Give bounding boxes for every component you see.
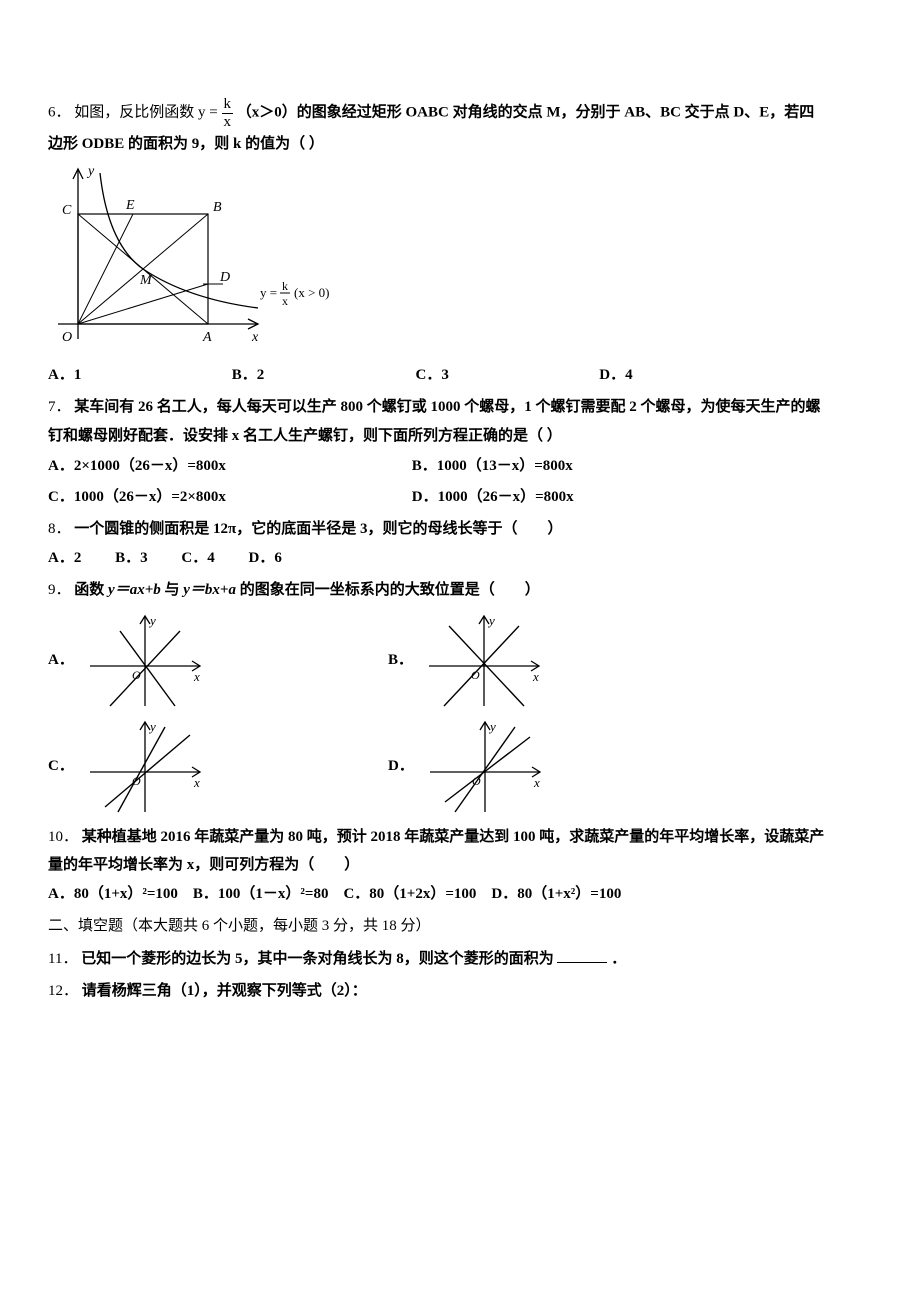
q7-number: 7． (48, 399, 71, 415)
q9-figure-a: y x O (80, 611, 210, 711)
q9: 9． 函数 y＝ax+b 与 y＝bx+a 的图象在同一坐标系内的大致位置是（ … (48, 576, 872, 605)
q11-number: 11． (48, 951, 77, 967)
svg-text:E: E (125, 198, 135, 213)
q8-opt-b: B．3 (115, 550, 148, 566)
q10-line2: 量的年平均增长率为 x，则可列方程为（ ） (48, 851, 872, 880)
q9-figure-d: y x O (420, 717, 550, 817)
q6-number: 6． (48, 104, 71, 120)
q9-figure-c: y x O (80, 717, 210, 817)
q9-eq1a: y＝ax+b (108, 582, 161, 598)
q10-options: A．80（1+x）²=100 B．100（1－x）²=80 C．80（1+2x）… (48, 880, 872, 909)
q7-opt-a: A．2×1000（26－x）=800x (48, 452, 408, 481)
q9-figure-b: y x O (419, 611, 549, 711)
q9-mid: 与 (165, 582, 184, 598)
q6-opt-a: A．1 (48, 361, 228, 390)
q9-label-c: C． (48, 752, 74, 781)
q6-pre: 如图，反比例函数 (74, 104, 194, 120)
svg-text:x: x (533, 775, 540, 790)
q7-opt-b: B．1000（13－x）=800x (412, 452, 772, 481)
q10-line1: 某种植基地 2016 年蔬菜产量为 80 吨，预计 2018 年蔬菜产量达到 1… (82, 829, 825, 845)
q8-number: 8． (48, 521, 71, 537)
q9-label-b: B． (388, 646, 413, 675)
q12-text: 请看杨辉三角（1），并观察下列等式（2）： (82, 983, 367, 999)
q7-line1: 某车间有 26 名工人，每人每天可以生产 800 个螺钉或 1000 个螺母，1… (74, 399, 820, 415)
q7-options-row1: A．2×1000（26－x）=800x B．1000（13－x）=800x (48, 452, 872, 481)
q9-label-d: D． (388, 752, 414, 781)
q9-eq1b: y＝bx+a (183, 582, 236, 598)
svg-text:x: x (193, 669, 200, 684)
svg-text:y: y (487, 613, 495, 628)
q11-blank (557, 947, 607, 963)
q6-post1: （x＞0）的图象经过矩形 OABC 对角线的交点 M，分别于 AB、BC 交于点… (237, 104, 815, 120)
q7-line2: 钉和螺母刚好配套．设安排 x 名工人生产螺钉，则下面所列方程正确的是（ ） (48, 422, 872, 451)
q8-opt-a: A．2 (48, 550, 81, 566)
svg-text:y: y (488, 719, 496, 734)
q6-eq-pre: y = (198, 104, 218, 120)
svg-text:y =: y = (260, 285, 277, 300)
q9-pre: 函数 (74, 582, 108, 598)
q10: 10． 某种植基地 2016 年蔬菜产量为 80 吨，预计 2018 年蔬菜产量… (48, 823, 872, 852)
q6-opt-b: B．2 (232, 361, 412, 390)
q12: 12． 请看杨辉三角（1），并观察下列等式（2）： (48, 977, 872, 1006)
svg-text:B: B (213, 200, 222, 215)
q11-text: 已知一个菱形的边长为 5，其中一条对角线长为 8，则这个菱形的面积为 (81, 951, 554, 967)
q6-line2: 边形 ODBE 的面积为 9，则 k 的值为（ ） (48, 130, 872, 159)
svg-text:C: C (62, 203, 72, 218)
q12-number: 12． (48, 983, 78, 999)
q8-text: 一个圆锥的侧面积是 12π，它的底面半径是 3，则它的母线长等于（ ） (74, 521, 562, 537)
svg-text:A: A (202, 330, 212, 345)
svg-text:M: M (139, 273, 153, 288)
svg-text:O: O (62, 330, 72, 345)
svg-text:k: k (282, 279, 288, 293)
q8-opt-c: C．4 (181, 550, 214, 566)
q7-opt-d: D．1000（26－x）=800x (412, 483, 772, 512)
q6-options: A．1 B．2 C．3 D．4 (48, 361, 872, 390)
svg-text:x: x (532, 669, 539, 684)
q11: 11． 已知一个菱形的边长为 5，其中一条对角线长为 8，则这个菱形的面积为 ． (48, 945, 872, 974)
section-2-heading: 二、填空题（本大题共 6 个小题，每小题 3 分，共 18 分） (48, 912, 872, 941)
q8-opt-d: D．6 (249, 550, 282, 566)
q9-number: 9． (48, 582, 71, 598)
q9-label-a: A． (48, 646, 74, 675)
svg-text:y: y (86, 164, 95, 179)
q6-opt-c: C．3 (416, 361, 596, 390)
q6-figure: y x O A B C E D M y = k x (x > 0) (48, 159, 872, 359)
q8: 8． 一个圆锥的侧面积是 12π，它的底面半径是 3，则它的母线长等于（ ） (48, 515, 872, 544)
svg-text:D: D (219, 270, 230, 285)
q6: 6． 如图，反比例函数 y = k x （x＞0）的图象经过矩形 OABC 对角… (48, 96, 872, 130)
q9-fig-row2: C． y x O D． y x O (48, 717, 872, 817)
q6-fraction: k x (222, 96, 234, 130)
q7-options-row2: C．1000（26－x）=2×800x D．1000（26－x）=800x (48, 483, 872, 512)
svg-text:y: y (148, 613, 156, 628)
svg-text:x: x (193, 775, 200, 790)
svg-text:y: y (148, 719, 156, 734)
q10-number: 10． (48, 829, 78, 845)
q9-fig-row1: A． y x O B． y x (48, 611, 872, 711)
q7: 7． 某车间有 26 名工人，每人每天可以生产 800 个螺钉或 1000 个螺… (48, 393, 872, 422)
q7-opt-c: C．1000（26－x）=2×800x (48, 483, 408, 512)
svg-text:x: x (251, 330, 259, 345)
svg-text:x: x (282, 294, 288, 308)
q11-tail: ． (611, 951, 626, 967)
q9-post: 的图象在同一坐标系内的大致位置是（ ） (240, 582, 540, 598)
svg-text:(x > 0): (x > 0) (294, 285, 330, 300)
q8-options: A．2 B．3 C．4 D．6 (48, 544, 872, 573)
q6-opt-d: D．4 (599, 361, 779, 390)
